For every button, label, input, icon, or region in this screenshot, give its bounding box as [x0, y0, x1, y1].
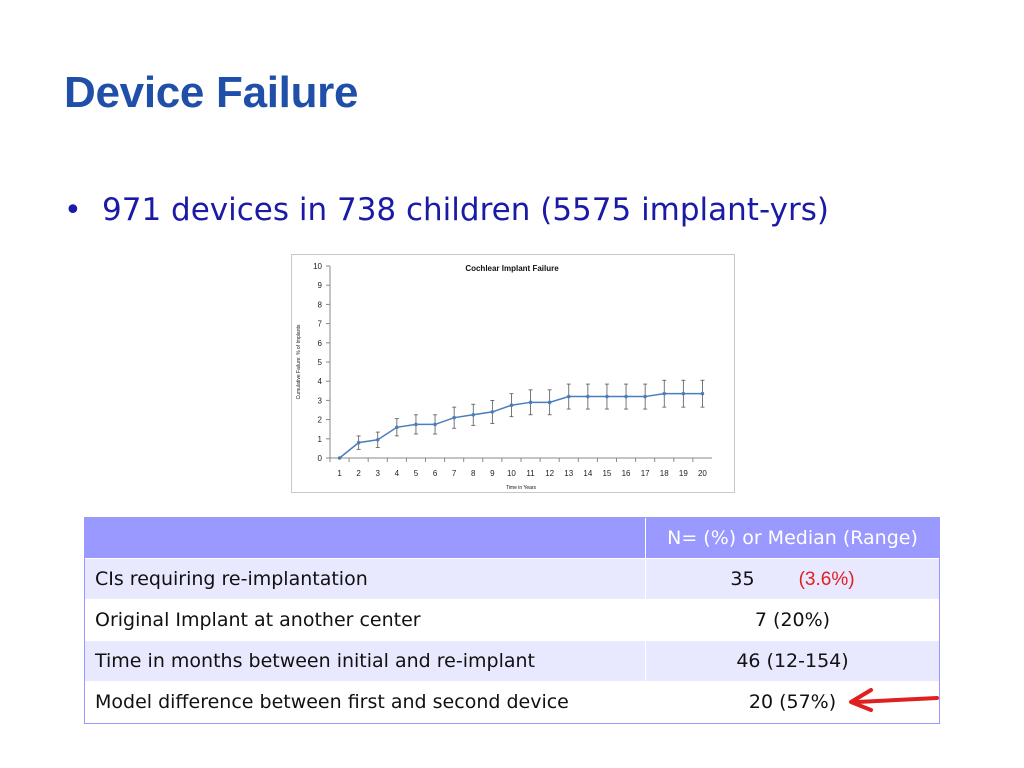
- x-tick-label: 11: [526, 469, 535, 478]
- y-tick-label: 8: [318, 300, 323, 309]
- data-point: [471, 413, 476, 417]
- row-label: Original Implant at another center: [84, 599, 646, 641]
- table-row: CIs requiring re-implantation 35 (3.6%): [84, 558, 940, 600]
- y-tick-label: 6: [318, 339, 323, 348]
- x-tick-label: 19: [679, 469, 688, 478]
- x-tick-label: 9: [490, 469, 495, 478]
- series-line: [339, 392, 703, 459]
- table-row: Time in months between initial and re-im…: [84, 640, 940, 682]
- row-value: 35 (3.6%): [645, 558, 940, 600]
- bullet-point: • 971 devices in 738 children (5575 impl…: [64, 192, 829, 228]
- data-point: [643, 394, 647, 399]
- x-tick-label: 12: [545, 469, 554, 478]
- table-row: Original Implant at another center 7 (20…: [84, 599, 940, 641]
- data-point: [490, 410, 495, 414]
- x-tick-label: 5: [414, 469, 419, 478]
- table-header-row: N= (%) or Median (Range): [84, 517, 940, 559]
- results-table: N= (%) or Median (Range) CIs requiring r…: [84, 517, 940, 723]
- data-point: [547, 400, 552, 405]
- y-tick-label: 3: [318, 396, 323, 405]
- row-value: 46 (12-154): [645, 640, 940, 682]
- red-arrow-icon: [849, 688, 939, 712]
- bullet-dot-icon: •: [64, 193, 82, 228]
- data-point: [624, 394, 628, 399]
- row-value: 20 (57%): [645, 681, 940, 723]
- y-axis-label: Cumulative Failure: % of Implants: [296, 324, 302, 399]
- data-point: [414, 422, 418, 427]
- chart-container: 0 1 2 3 4 5 6 7 8 9 10 1 2 3 4 5 6 7 8 9 10 11 12 13 14 15 16 17 18 1…: [291, 254, 735, 493]
- data-point: [452, 415, 456, 420]
- x-tick-label: 20: [698, 469, 707, 478]
- x-axis-label: Time in Years: [506, 485, 537, 491]
- y-tick-label: 5: [318, 358, 323, 367]
- x-tick-label: 10: [507, 469, 516, 478]
- row-label: CIs requiring re-implantation: [84, 558, 646, 600]
- data-point: [662, 391, 667, 396]
- y-tick-label: 7: [318, 320, 323, 329]
- y-tick-label: 2: [318, 416, 323, 425]
- data-point: [509, 403, 514, 407]
- x-tick-label: 16: [622, 469, 631, 478]
- data-point: [700, 391, 705, 396]
- y-tick-label: 9: [318, 281, 323, 290]
- table-header-blank: [84, 517, 646, 559]
- y-tick-label: 0: [318, 454, 323, 463]
- data-point: [586, 394, 590, 399]
- data-point: [375, 437, 380, 442]
- data-point: [566, 394, 571, 399]
- row-value: 7 (20%): [645, 599, 940, 641]
- table-row: Model difference between first and secon…: [84, 681, 940, 723]
- y-tick-label: 1: [318, 435, 323, 444]
- x-tick-label: 17: [641, 469, 650, 478]
- x-tick-label: 1: [337, 469, 342, 478]
- x-tick-label: 7: [452, 469, 457, 478]
- x-tick-label: 8: [471, 469, 476, 478]
- bullet-text: 971 devices in 738 children (5575 implan…: [102, 192, 829, 228]
- y-tick-label: 10: [313, 262, 322, 271]
- slide-title: Device Failure: [64, 68, 359, 117]
- table-header-stat: N= (%) or Median (Range): [645, 517, 940, 559]
- data-point: [681, 391, 686, 396]
- row-value-number: 35: [730, 567, 755, 590]
- x-tick-label: 18: [660, 469, 669, 478]
- x-tick-label: 13: [564, 469, 573, 478]
- x-tick-label: 4: [395, 469, 400, 478]
- row-value-percent: (3.6%): [798, 568, 855, 590]
- chart-title: Cochlear Implant Failure: [465, 264, 559, 273]
- x-tick-label: 14: [583, 469, 592, 478]
- data-point: [605, 394, 609, 399]
- x-tick-label: 2: [356, 469, 361, 478]
- x-tick-label: 6: [433, 469, 438, 478]
- data-point: [337, 456, 342, 460]
- x-tick-label: 15: [602, 469, 611, 478]
- y-tick-label: 4: [318, 377, 323, 386]
- row-label: Model difference between first and secon…: [84, 681, 646, 723]
- data-point: [356, 440, 361, 445]
- data-point: [395, 425, 399, 430]
- row-label: Time in months between initial and re-im…: [84, 640, 646, 682]
- x-tick-label: 3: [376, 469, 381, 478]
- data-point: [433, 422, 437, 427]
- data-point: [528, 400, 533, 405]
